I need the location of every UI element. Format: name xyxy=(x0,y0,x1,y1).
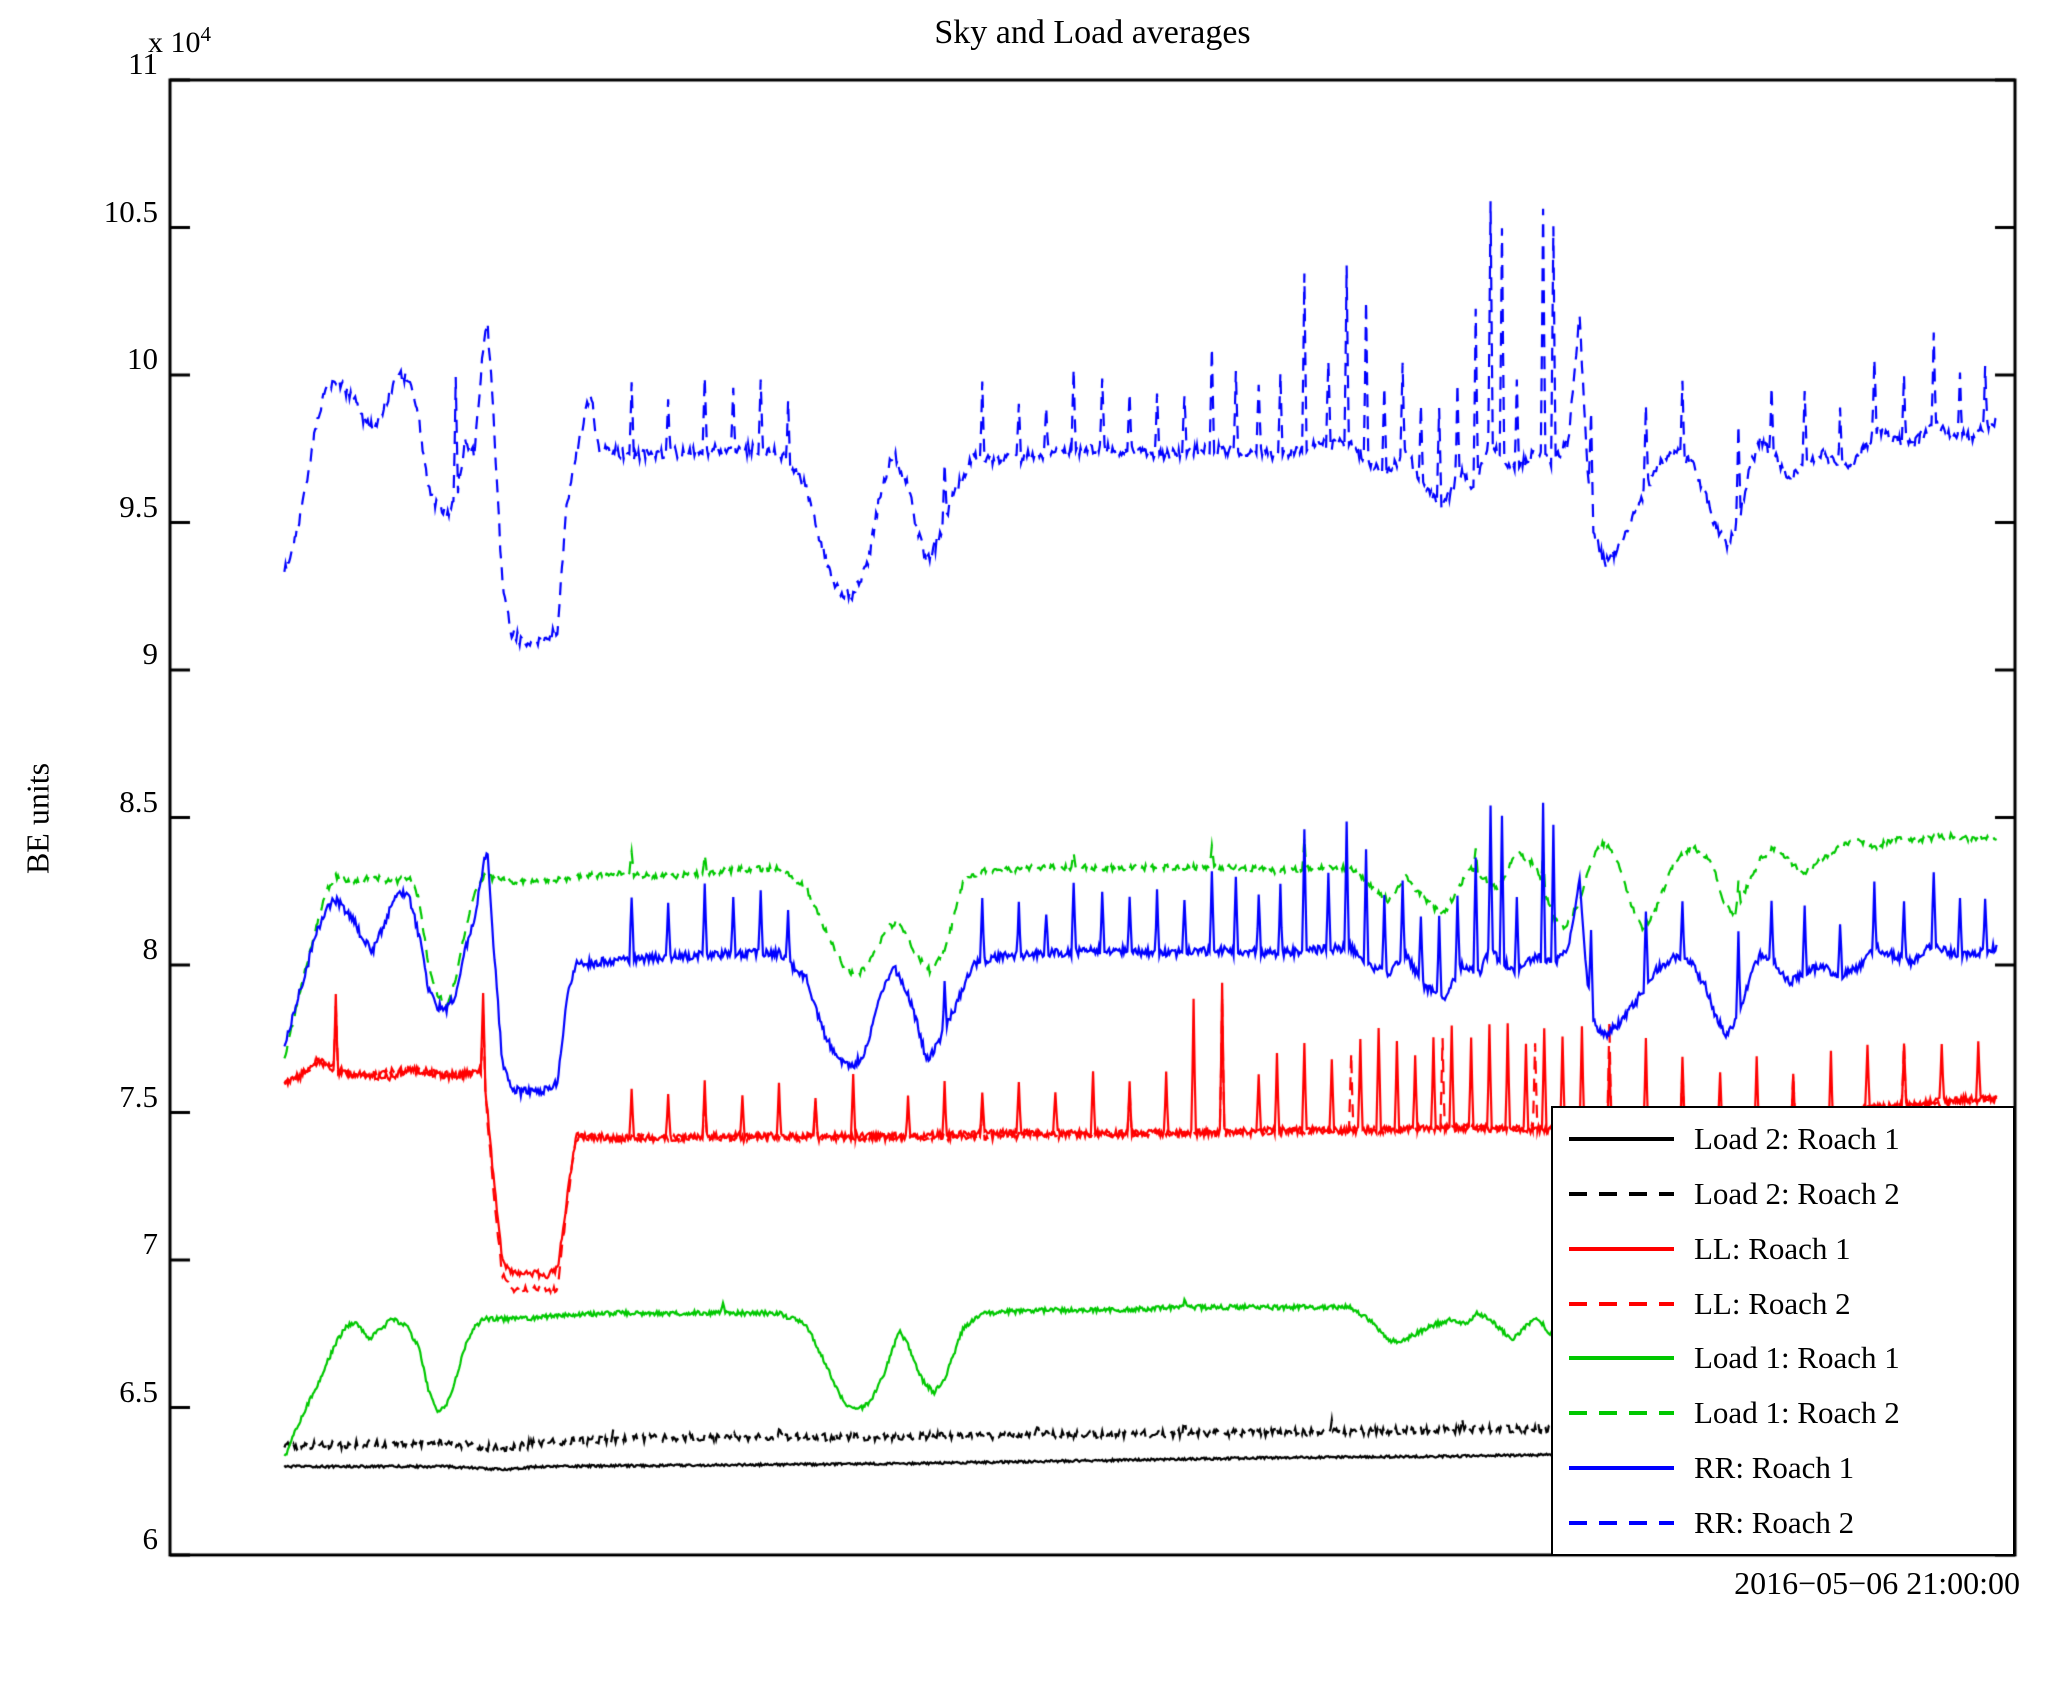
legend-label: LL: Roach 1 xyxy=(1694,1230,1851,1266)
legend-label: Load 2: Roach 2 xyxy=(1694,1176,1900,1212)
y-tick-label: 8 xyxy=(142,931,159,966)
legend-item: LL: Roach 1 xyxy=(1569,1231,2013,1267)
y-axis-exponent-label: x 104 xyxy=(148,22,211,59)
legend-label: RR: Roach 1 xyxy=(1694,1449,1855,1485)
legend-line-sample xyxy=(1569,1465,1674,1470)
y-tick-label: 6.5 xyxy=(119,1374,158,1409)
chart-title: Sky and Load averages xyxy=(934,14,1251,51)
legend-item: Load 1: Roach 2 xyxy=(1569,1395,2013,1431)
y-tick-label: 10.5 xyxy=(103,194,158,229)
y-tick-label: 7.5 xyxy=(119,1079,158,1114)
y-tick-label: 9 xyxy=(142,636,159,671)
y-axis-label: BE units xyxy=(19,762,56,875)
legend-line-sample xyxy=(1569,1356,1674,1361)
legend-line-sample xyxy=(1569,1411,1674,1416)
legend-line-sample xyxy=(1569,1520,1674,1525)
legend-line-sample xyxy=(1569,1246,1674,1251)
legend-item: LL: Roach 2 xyxy=(1569,1286,2013,1322)
legend-item: RR: Roach 2 xyxy=(1569,1505,2013,1541)
y-tick-label: 6 xyxy=(142,1521,159,1556)
legend-label: RR: Roach 2 xyxy=(1694,1504,1855,1540)
legend-item: Load 2: Roach 1 xyxy=(1569,1121,2013,1157)
legend-item: Load 1: Roach 1 xyxy=(1569,1340,2013,1376)
y-tick-label: 9.5 xyxy=(119,489,158,524)
legend-item: Load 2: Roach 2 xyxy=(1569,1176,2013,1212)
y-tick-label: 7 xyxy=(142,1226,159,1261)
legend-label: Load 1: Roach 2 xyxy=(1694,1395,1900,1431)
y-tick-label: 8.5 xyxy=(119,784,158,819)
legend-item: RR: Roach 1 xyxy=(1569,1450,2013,1486)
y-tick-label: 11 xyxy=(128,46,158,81)
legend-line-sample xyxy=(1569,1192,1674,1197)
legend-label: Load 1: Roach 1 xyxy=(1694,1340,1900,1376)
legend-box: Load 2: Roach 1 Load 2: Roach 2 LL: Roac… xyxy=(1551,1106,2015,1556)
y-tick-label: 10 xyxy=(127,341,158,376)
legend-label: Load 2: Roach 1 xyxy=(1694,1121,1900,1157)
legend-line-sample xyxy=(1569,1301,1674,1306)
x-axis-date-label: 2016−05−06 21:00:00 xyxy=(1734,1565,2020,1601)
legend-line-sample xyxy=(1569,1137,1674,1142)
legend-label: LL: Roach 2 xyxy=(1694,1285,1851,1321)
